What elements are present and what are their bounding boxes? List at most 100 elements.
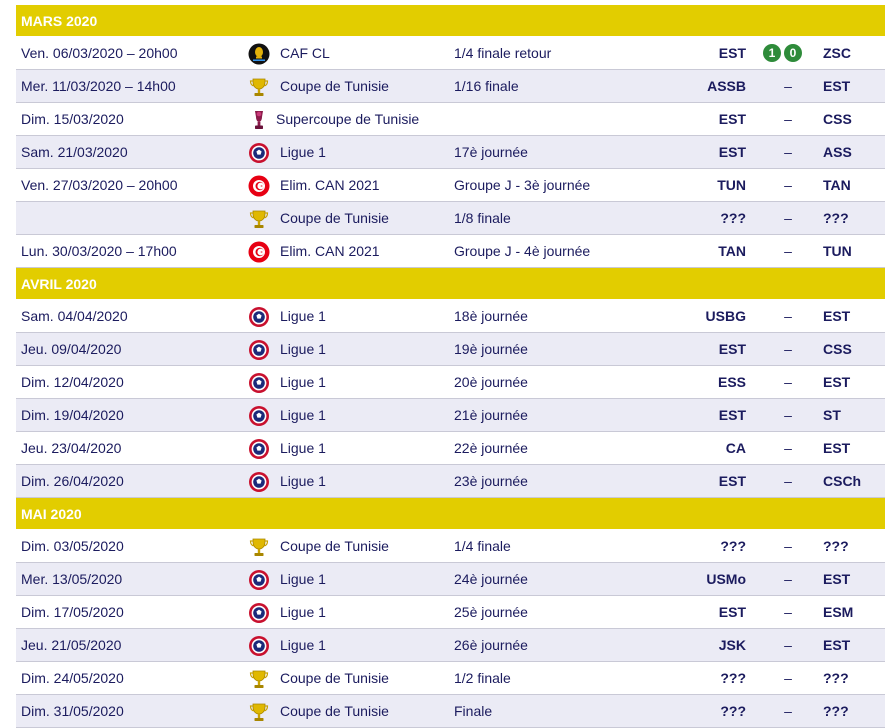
tunisia-flag-icon [248,241,270,263]
match-row[interactable]: Coupe de Tunisie 1/8 finale??? –??? [16,202,885,235]
match-row[interactable]: Lun. 30/03/2020 – 17h00 Elim. CAN 2021 Gro… [16,235,885,268]
match-row[interactable]: Dim. 12/04/2020 Ligue 1 20è journée ESS – EST [16,366,885,399]
home-team: EST [718,604,746,620]
match-row[interactable]: Dim. 19/04/2020 Ligue 1 21è journée EST – ST [16,399,885,432]
competition-name: CAF CL [280,45,330,61]
month-header: AVRIL 2020 [16,268,885,300]
round-label: 18è journée [454,308,528,324]
competition-name: Ligue 1 [280,637,326,653]
away-team: EST [823,637,851,653]
match-date: Dim. 15/03/2020 [21,111,124,127]
away-team: CSS [823,341,852,357]
round-label: 1/4 finale [454,538,511,554]
round-label: 24è journée [454,571,528,587]
match-row[interactable]: Jeu. 23/04/2020 Ligue 1 22è journée CA – EST [16,432,885,465]
match-row[interactable]: Sam. 04/04/2020 Ligue 1 18è journée USBG – ES… [16,300,885,333]
round-label: 1/8 finale [454,210,511,226]
competition-name: Elim. CAN 2021 [280,177,380,193]
league-ball-icon [248,635,270,657]
match-row[interactable]: Dim. 24/05/2020 Coupe de Tunisie 1/2 final… [16,662,885,695]
supercup-icon [248,109,270,131]
match-row[interactable]: Dim. 31/05/2020 Coupe de Tunisie Finale???… [16,695,885,728]
home-team: TAN [718,243,746,259]
home-team: EST [718,473,746,489]
competition-name: Coupe de Tunisie [280,210,389,226]
away-team: EST [823,440,851,456]
round-label: Finale [454,703,493,719]
match-row[interactable]: Ven. 06/03/2020 – 20h00 CAF CL 1/4 finale … [16,37,885,70]
versus-dash: – [784,144,792,160]
match-date: Dim. 03/05/2020 [21,538,124,554]
match-row[interactable]: Dim. 26/04/2020 Ligue 1 23è journée EST – CSC… [16,465,885,498]
home-team: USMo [706,571,746,587]
match-date: Sam. 21/03/2020 [21,144,128,160]
round-label: 20è journée [454,374,528,390]
away-team: TAN [823,177,851,193]
league-ball-icon [248,339,270,361]
versus-dash: – [784,604,792,620]
home-team: ASSB [707,78,746,94]
competition-name: Ligue 1 [280,473,326,489]
match-row[interactable]: Dim. 15/03/2020 Supercoupe de Tunisie EST –… [16,103,885,136]
match-row[interactable]: Ven. 27/03/2020 – 20h00 Elim. CAN 2021 Gro… [16,169,885,202]
round-label: 1/16 finale [454,78,519,94]
competition-name: Ligue 1 [280,440,326,456]
match-row[interactable]: Dim. 17/05/2020 Ligue 1 25è journée EST – ESM [16,596,885,629]
round-label: Groupe J - 4è journée [454,243,591,259]
league-ball-icon [248,372,270,394]
round-label: 17è journée [454,144,528,160]
away-team: ??? [823,538,849,554]
away-team: EST [823,308,851,324]
versus-dash: – [784,308,792,324]
match-row[interactable]: Sam. 21/03/2020 Ligue 1 17è journée EST – ASS [16,136,885,169]
match-row[interactable]: Mer. 11/03/2020 – 14h00 Coupe de Tunisie 1… [16,70,885,103]
match-date: Jeu. 23/04/2020 [21,440,122,456]
league-ball-icon [248,142,270,164]
versus-dash: – [784,210,792,226]
versus-dash: – [784,571,792,587]
trophy-icon [248,668,270,690]
away-team: ??? [823,670,849,686]
away-team: ASS [823,144,852,160]
match-date: Ven. 06/03/2020 – 20h00 [21,45,178,61]
league-ball-icon [248,569,270,591]
competition-name: Coupe de Tunisie [280,78,389,94]
round-label: 21è journée [454,407,528,423]
home-team: EST [718,45,746,61]
round-label: 25è journée [454,604,528,620]
competition-name: Coupe de Tunisie [280,703,389,719]
round-label: 23è journée [454,473,528,489]
versus-dash: – [784,703,792,719]
away-team: ??? [823,210,849,226]
away-team: EST [823,374,851,390]
home-team: JSK [718,637,746,653]
match-date: Dim. 31/05/2020 [21,703,124,719]
versus-dash: – [784,111,792,127]
competition-name: Ligue 1 [280,571,326,587]
away-team: ST [823,407,841,423]
match-row[interactable]: Jeu. 09/04/2020 Ligue 1 19è journée EST – CSS [16,333,885,366]
versus-dash: – [784,440,792,456]
round-label: 26è journée [454,637,528,653]
versus-dash: – [784,341,792,357]
away-team: ??? [823,703,849,719]
match-row[interactable]: Dim. 03/05/2020 Coupe de Tunisie 1/4 final… [16,530,885,563]
league-ball-icon [248,602,270,624]
match-date: Mer. 13/05/2020 [21,571,123,587]
home-team: USBG [705,308,746,324]
match-date: Dim. 26/04/2020 [21,473,124,489]
home-team: EST [718,341,746,357]
home-team: ??? [720,703,746,719]
home-team: TUN [717,177,746,193]
versus-dash: – [784,670,792,686]
home-team: EST [718,144,746,160]
match-row[interactable]: Jeu. 21/05/2020 Ligue 1 26è journée JSK – EST [16,629,885,662]
round-label: 19è journée [454,341,528,357]
score-goal: 0 [784,44,802,62]
match-row[interactable]: Mer. 13/05/2020 Ligue 1 24è journée USMo – ES… [16,563,885,596]
competition-name: Coupe de Tunisie [280,538,389,554]
versus-dash: – [784,374,792,390]
competition-name: Ligue 1 [280,308,326,324]
home-team: ??? [720,670,746,686]
